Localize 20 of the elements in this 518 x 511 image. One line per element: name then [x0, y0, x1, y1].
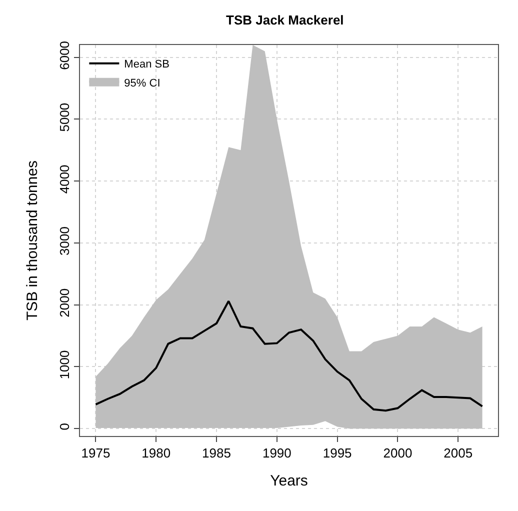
x-tick-label: 2000 — [383, 446, 412, 461]
y-axis-title: TSB in thousand tonnes — [24, 160, 42, 321]
y-tick-label: 2000 — [56, 288, 72, 318]
x-tick-label: 2005 — [444, 446, 473, 461]
y-tick-label: 3000 — [56, 226, 72, 256]
legend-label: 95% CI — [124, 78, 160, 90]
x-tick-label: 1980 — [142, 446, 171, 461]
y-tick-label: 1000 — [56, 350, 72, 380]
y-tick-label: 0 — [56, 423, 72, 430]
x-axis-title: Years — [270, 472, 308, 490]
legend-label: Mean SB — [124, 58, 170, 71]
x-tick-label: 1990 — [262, 446, 292, 461]
x-tick-label: 1995 — [322, 446, 352, 461]
x-tick-label: 1985 — [202, 446, 231, 461]
x-tick-label: 1975 — [81, 446, 110, 461]
y-tick-label: 4000 — [56, 164, 72, 194]
y-tick-label: 5000 — [56, 102, 72, 132]
line-series — [94, 300, 484, 412]
y-tick-label: 6000 — [56, 40, 72, 70]
chart-title: TSB Jack Mackerel — [226, 12, 344, 28]
